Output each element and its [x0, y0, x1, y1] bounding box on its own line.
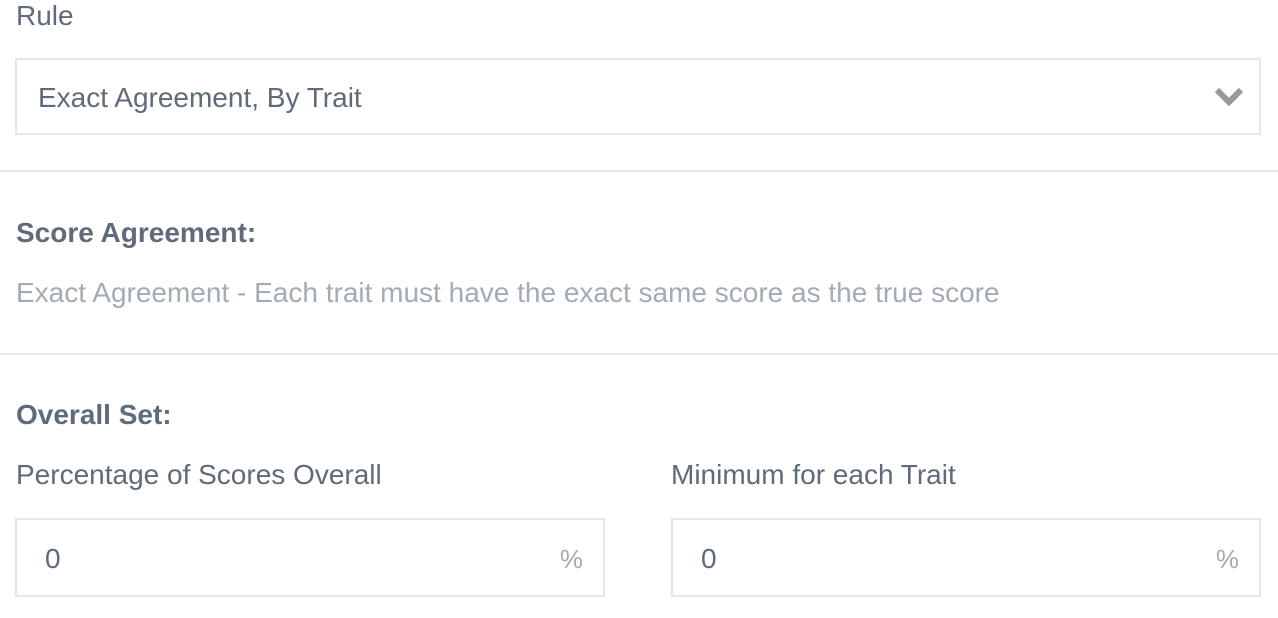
rule-select[interactable]: Exact Agreement, By Trait — [15, 58, 1261, 135]
percentage-overall-label: Percentage of Scores Overall — [16, 459, 382, 490]
percent-unit: % — [1215, 544, 1239, 574]
rule-selected-value: Exact Agreement, By Trait — [38, 82, 362, 113]
minimum-trait-value: 0 — [701, 543, 717, 574]
percentage-overall-value: 0 — [45, 543, 61, 574]
rule-label: Rule — [16, 0, 74, 31]
percent-unit: % — [559, 544, 583, 574]
minimum-trait-input[interactable]: 0 % — [671, 518, 1261, 597]
chevron-down-icon — [1214, 87, 1244, 107]
score-agreement-description: Exact Agreement - Each trait must have t… — [16, 277, 1000, 308]
divider — [0, 353, 1278, 355]
divider — [0, 170, 1278, 172]
percentage-overall-input[interactable]: 0 % — [15, 518, 605, 597]
overall-set-heading: Overall Set: — [16, 399, 172, 430]
score-agreement-heading: Score Agreement: — [16, 217, 257, 248]
minimum-trait-label: Minimum for each Trait — [671, 459, 956, 490]
